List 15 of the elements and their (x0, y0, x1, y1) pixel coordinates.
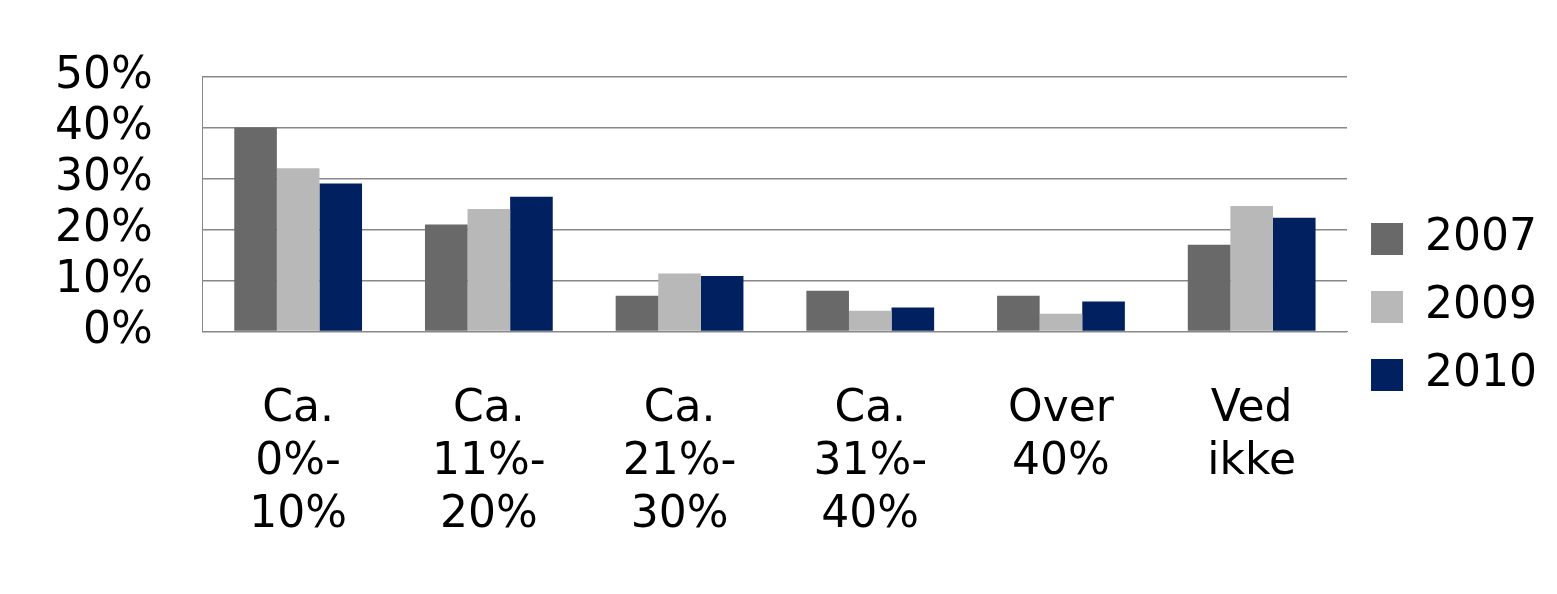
legend-label: 2007 (1425, 209, 1538, 261)
x-tick-label: Ca. 21%-30% (622, 380, 737, 538)
y-tick-label: 10% (55, 251, 153, 302)
y-tick-label: 40% (55, 97, 153, 149)
x-tick-label: Ved ikke (1207, 380, 1297, 485)
x-tick-label: Ca. 11%-20% (432, 380, 546, 538)
y-tick-label: 0% (82, 302, 153, 354)
legend-label: 2009 (1425, 277, 1538, 329)
x-tick-label: Over 40% (1008, 380, 1115, 485)
legend-label: 2010 (1425, 345, 1538, 397)
y-tick-label: 20% (55, 199, 153, 251)
y-tick-label: 30% (55, 148, 153, 200)
y-tick-label: 50% (55, 46, 153, 98)
x-tick-label: Ca. 0%-10% (249, 380, 348, 538)
x-tick-label: Ca. 31%-40% (813, 380, 928, 538)
